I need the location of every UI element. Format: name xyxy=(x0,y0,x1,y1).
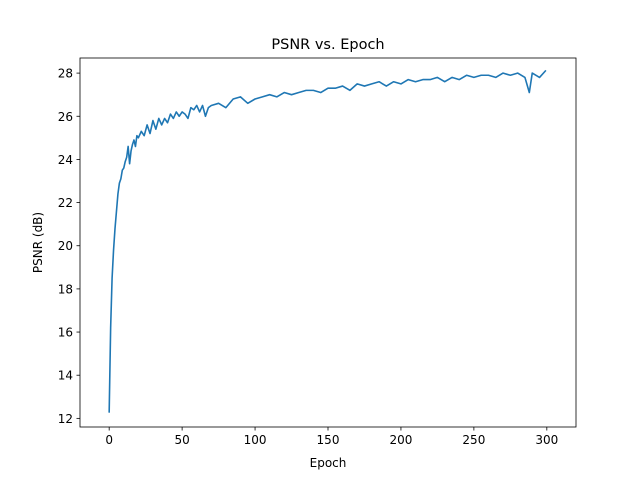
y-tick-label: 28 xyxy=(58,67,73,81)
axis-ticks: 0 50 100 150 200 250 300 12 14 16 18 20 22 24 26 28 xyxy=(58,67,559,447)
y-tick-label: 14 xyxy=(58,369,73,383)
x-axis-label: Epoch xyxy=(310,456,347,470)
y-tick-label: 24 xyxy=(58,153,73,167)
y-tick-label: 18 xyxy=(58,282,73,296)
x-tick-label: 300 xyxy=(535,433,558,447)
x-tick-label: 0 xyxy=(105,433,113,447)
y-tick-label: 26 xyxy=(58,110,73,124)
y-axis-label: PSNR (dB) xyxy=(31,212,45,273)
y-tick-label: 22 xyxy=(58,196,73,210)
plot-lines xyxy=(108,69,547,413)
y-tick-label: 12 xyxy=(58,412,73,426)
x-tick-label: 250 xyxy=(462,433,485,447)
y-tick-label: 16 xyxy=(58,326,73,340)
y-tick-label: 20 xyxy=(58,239,73,253)
chart-title: PSNR vs. Epoch xyxy=(271,37,384,53)
psnr-series-line xyxy=(108,69,547,413)
x-tick-label: 150 xyxy=(317,433,340,447)
x-tick-label: 50 xyxy=(174,433,189,447)
x-tick-label: 200 xyxy=(389,433,412,447)
axes-frame xyxy=(79,57,577,428)
x-tick-label: 100 xyxy=(244,433,267,447)
